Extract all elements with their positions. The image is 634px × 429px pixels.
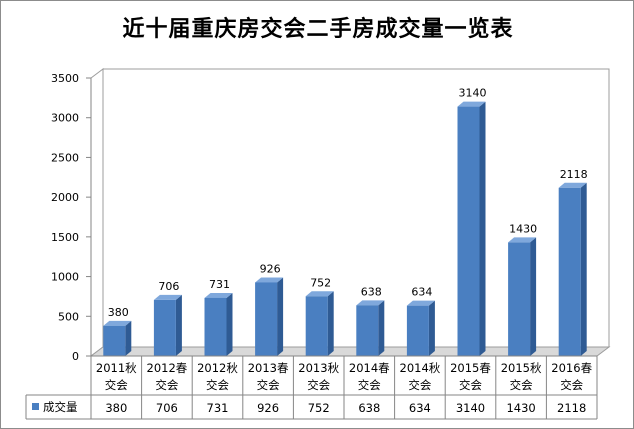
bar xyxy=(457,106,480,356)
data-label: 731 xyxy=(209,278,230,291)
x-tick-label: 交会 xyxy=(206,378,229,392)
x-tick-label: 交会 xyxy=(560,378,583,392)
table-value: 752 xyxy=(308,401,330,415)
data-label: 3140 xyxy=(459,87,487,100)
y-tick-label: 1000 xyxy=(51,271,79,284)
table-value: 634 xyxy=(409,401,431,415)
bar-side xyxy=(277,277,284,356)
x-tick-label: 交会 xyxy=(459,378,482,392)
bar-top xyxy=(153,294,182,300)
y-tick-label: 3500 xyxy=(51,72,79,85)
y-tick-label: 1500 xyxy=(51,231,79,244)
x-tick-label: 交会 xyxy=(408,378,431,392)
x-tick-label: 2015秋 xyxy=(501,361,542,375)
bar-top xyxy=(558,182,587,188)
x-tick-label: 2016春 xyxy=(551,361,592,375)
bar-top xyxy=(457,101,486,107)
chart-title: 近十届重庆房交会二手房成交量一览表 xyxy=(122,16,514,42)
data-label: 2118 xyxy=(560,168,588,181)
x-tick-label: 2015春 xyxy=(450,361,491,375)
bar xyxy=(153,299,176,356)
data-label: 638 xyxy=(361,285,382,298)
y-tick-label: 3000 xyxy=(51,112,79,125)
data-label: 634 xyxy=(411,286,432,299)
x-tick-label: 交会 xyxy=(307,378,330,392)
bar xyxy=(103,325,126,356)
x-tick-label: 交会 xyxy=(155,378,178,392)
y-tick-label: 500 xyxy=(58,310,79,323)
bar-side xyxy=(226,292,233,356)
bar-top xyxy=(356,300,385,306)
bar-side xyxy=(378,300,385,356)
y-tick-label: 0 xyxy=(72,350,79,363)
table-value: 731 xyxy=(207,401,229,415)
bar-side xyxy=(428,300,435,356)
x-tick-label: 2013秋 xyxy=(298,361,339,375)
bar-side xyxy=(327,291,334,356)
data-label: 380 xyxy=(108,306,129,319)
table-value: 380 xyxy=(105,401,127,415)
table-value: 706 xyxy=(156,401,178,415)
x-tick-label: 交会 xyxy=(358,378,381,392)
x-tick-label: 2013春 xyxy=(248,361,289,375)
bar xyxy=(305,296,328,356)
x-tick-label: 2012春 xyxy=(147,361,188,375)
y-tick-label: 2000 xyxy=(51,191,79,204)
x-tick-label: 交会 xyxy=(257,378,280,392)
x-tick-label: 2011秋 xyxy=(96,361,137,375)
bar-side xyxy=(530,237,537,356)
bar xyxy=(255,282,278,356)
bar-side xyxy=(125,320,132,356)
side-wall xyxy=(90,68,104,357)
bar-top xyxy=(204,292,233,298)
legend-label: 成交量 xyxy=(43,400,78,414)
data-label: 1430 xyxy=(509,222,537,235)
x-tick-label: 2014秋 xyxy=(400,361,441,375)
bar-top xyxy=(508,237,537,243)
bar-top xyxy=(406,300,435,306)
bar-side xyxy=(580,182,587,356)
bar-top xyxy=(255,277,284,283)
table-value: 2118 xyxy=(557,401,586,415)
bar xyxy=(558,187,581,356)
legend-key xyxy=(32,403,39,410)
data-label: 926 xyxy=(260,262,281,275)
bar xyxy=(508,242,531,356)
bar xyxy=(406,305,429,356)
table-value: 1430 xyxy=(506,401,535,415)
table-value: 926 xyxy=(257,401,279,415)
bar-side xyxy=(479,101,486,356)
table-value: 638 xyxy=(358,401,380,415)
bar xyxy=(204,297,227,356)
x-tick-label: 交会 xyxy=(105,378,128,392)
bar-top xyxy=(103,320,132,326)
x-tick-label: 交会 xyxy=(510,378,533,392)
x-tick-label: 2012秋 xyxy=(197,361,238,375)
bar xyxy=(356,305,379,356)
x-tick-label: 2014春 xyxy=(349,361,390,375)
data-label: 752 xyxy=(310,276,331,289)
data-label: 706 xyxy=(158,280,179,293)
bar-top xyxy=(305,291,334,297)
table-value: 3140 xyxy=(456,401,485,415)
y-tick-label: 2500 xyxy=(51,151,79,164)
bar-side xyxy=(175,294,182,356)
